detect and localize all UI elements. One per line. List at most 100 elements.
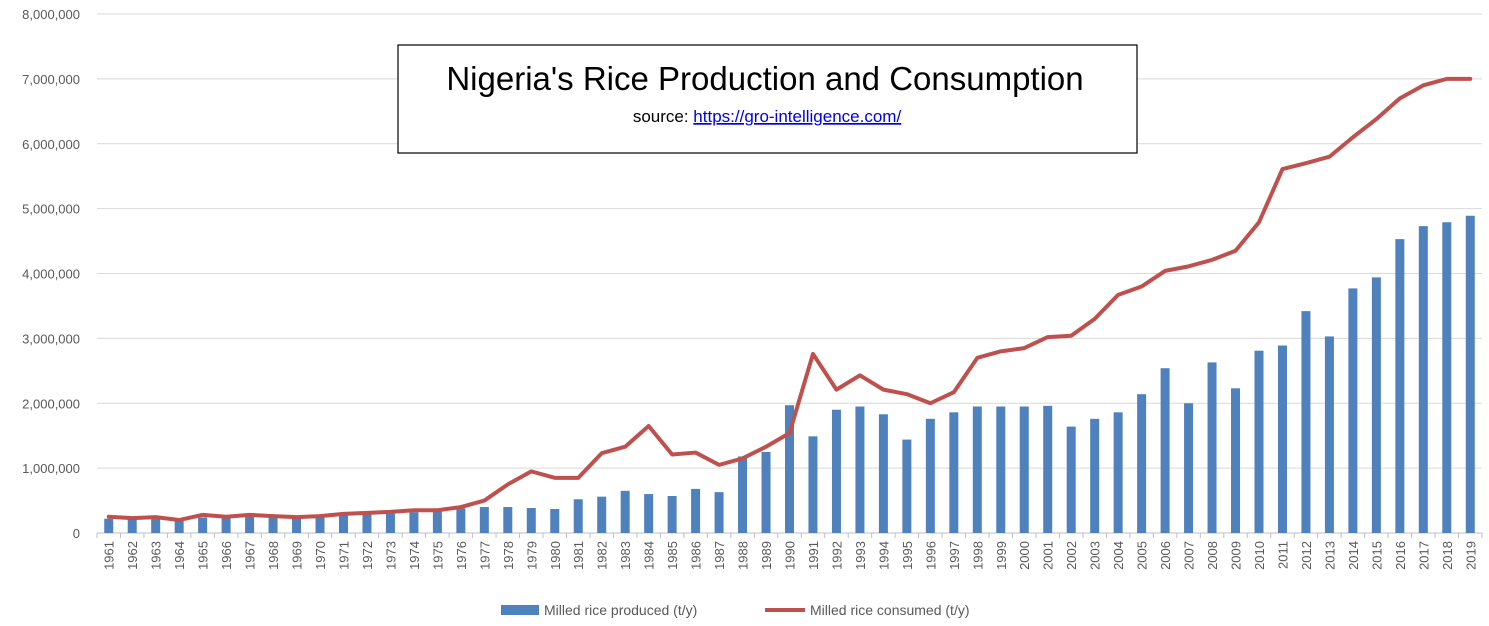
bar-produced — [1184, 403, 1194, 533]
bar-produced — [1301, 311, 1311, 533]
y-tick-label: 2,000,000 — [22, 396, 80, 411]
source-prefix: source: — [633, 107, 693, 126]
line-consumed — [106, 76, 1473, 523]
bar-produced — [479, 507, 489, 533]
x-tick-label: 1987 — [712, 541, 727, 570]
bar-produced — [409, 512, 419, 533]
x-tick-label: 1967 — [243, 541, 258, 570]
x-tick-label: 1984 — [642, 541, 657, 570]
bar-produced — [1254, 350, 1264, 533]
bar-produced — [878, 414, 888, 533]
bar-produced — [1113, 412, 1123, 533]
bar-produced — [1137, 394, 1147, 533]
y-axis-ticks: 0 1,000,000 2,000,000 3,000,000 4,000,000 5,0… — [22, 7, 80, 541]
bar-produced — [996, 406, 1006, 533]
x-tick-label: 1989 — [759, 541, 774, 570]
y-tick-label: 1,000,000 — [22, 461, 80, 476]
x-tick-label: 1974 — [407, 541, 422, 570]
x-tick-label: 1986 — [689, 541, 704, 570]
x-tick-label: 2019 — [1463, 541, 1478, 570]
x-tick-label: 1964 — [172, 541, 187, 570]
legend-label-consumed: Milled rice consumed (t/y) — [810, 602, 970, 618]
x-tick-label: 1982 — [595, 541, 610, 570]
x-tick-label: 1978 — [501, 541, 516, 570]
bar-produced — [151, 519, 161, 533]
legend-label-produced: Milled rice produced (t/y) — [544, 602, 697, 618]
title-box: Nigeria's Rice Production and Consumptio… — [397, 44, 1138, 154]
x-tick-label: 2016 — [1393, 541, 1408, 570]
bar-produced — [925, 418, 935, 533]
bar-produced — [597, 496, 607, 533]
y-tick-label: 6,000,000 — [22, 137, 80, 152]
bar-produced — [808, 436, 818, 533]
x-tick-label: 1992 — [829, 541, 844, 570]
bar-produced — [1348, 288, 1358, 533]
x-tick-label: 1965 — [196, 541, 211, 570]
bar-produced — [1043, 405, 1053, 533]
y-tick-label: 8,000,000 — [22, 7, 80, 22]
bar-produced — [550, 508, 560, 533]
bar-produced — [1277, 345, 1287, 533]
bar-produced — [1066, 426, 1076, 533]
y-tick-label: 5,000,000 — [22, 202, 80, 217]
legend: Milled rice produced (t/y) Milled rice c… — [501, 602, 970, 618]
x-tick-label: 1975 — [430, 541, 445, 570]
bar-produced — [714, 492, 724, 533]
y-tick-label: 3,000,000 — [22, 331, 80, 346]
x-tick-label: 2007 — [1182, 541, 1197, 570]
bar-produced — [902, 439, 912, 533]
legend-swatch-produced — [501, 605, 539, 615]
source-link[interactable]: https://gro-intelligence.com/ — [693, 107, 901, 126]
bar-produced — [338, 515, 348, 533]
x-tick-label: 1971 — [336, 541, 351, 570]
bar-produced — [1442, 222, 1452, 533]
grid-layer — [97, 13, 1482, 534]
x-tick-label: 2003 — [1088, 541, 1103, 570]
bar-produced — [526, 508, 536, 533]
bar-produced — [174, 520, 184, 533]
bar-produced — [1090, 418, 1100, 533]
x-tick-label: 1993 — [853, 541, 868, 570]
x-tick-label: 1990 — [783, 541, 798, 570]
bar-produced — [1371, 277, 1381, 533]
x-tick-label: 1961 — [102, 541, 117, 570]
chart-title: Nigeria's Rice Production and Consumptio… — [446, 60, 1083, 97]
x-tick-label: 1963 — [149, 541, 164, 570]
bar-produced — [644, 494, 654, 533]
x-tick-label: 2014 — [1346, 541, 1361, 570]
bar-produced — [1418, 226, 1428, 534]
y-tick-label: 4,000,000 — [22, 267, 80, 282]
x-tick-label: 2009 — [1229, 541, 1244, 570]
bar-produced — [127, 519, 137, 533]
x-tick-label: 1991 — [806, 541, 821, 570]
x-tick-label: 1983 — [618, 541, 633, 570]
bar-produced — [1231, 388, 1241, 533]
bar-produced — [831, 409, 841, 533]
bar-produced — [104, 518, 114, 533]
bar-produced — [385, 513, 395, 533]
bar-produced — [292, 517, 302, 533]
x-tick-label: 1996 — [923, 541, 938, 570]
x-tick-label: 2002 — [1064, 541, 1079, 570]
x-tick-label: 1988 — [736, 541, 751, 570]
x-tick-label: 2000 — [1017, 541, 1032, 570]
bar-produced — [503, 507, 513, 533]
x-tick-label: 1976 — [454, 541, 469, 570]
y-tick-label: 7,000,000 — [22, 72, 80, 87]
bar-produced — [315, 517, 325, 533]
x-tick-label: 2010 — [1252, 541, 1267, 570]
x-tick-label: 1968 — [266, 541, 281, 570]
x-tick-label: 1997 — [947, 541, 962, 570]
x-tick-label: 1969 — [290, 541, 305, 570]
x-tick-label: 1999 — [994, 541, 1009, 570]
bar-produced — [738, 456, 748, 533]
x-tick-label: 2018 — [1440, 541, 1455, 570]
x-tick-label: 1977 — [477, 541, 492, 570]
x-tick-label: 2012 — [1299, 541, 1314, 570]
x-tick-label: 1980 — [548, 541, 563, 570]
bar-produced — [198, 517, 208, 533]
bar-produced — [221, 517, 231, 533]
bar-produced — [432, 511, 442, 533]
